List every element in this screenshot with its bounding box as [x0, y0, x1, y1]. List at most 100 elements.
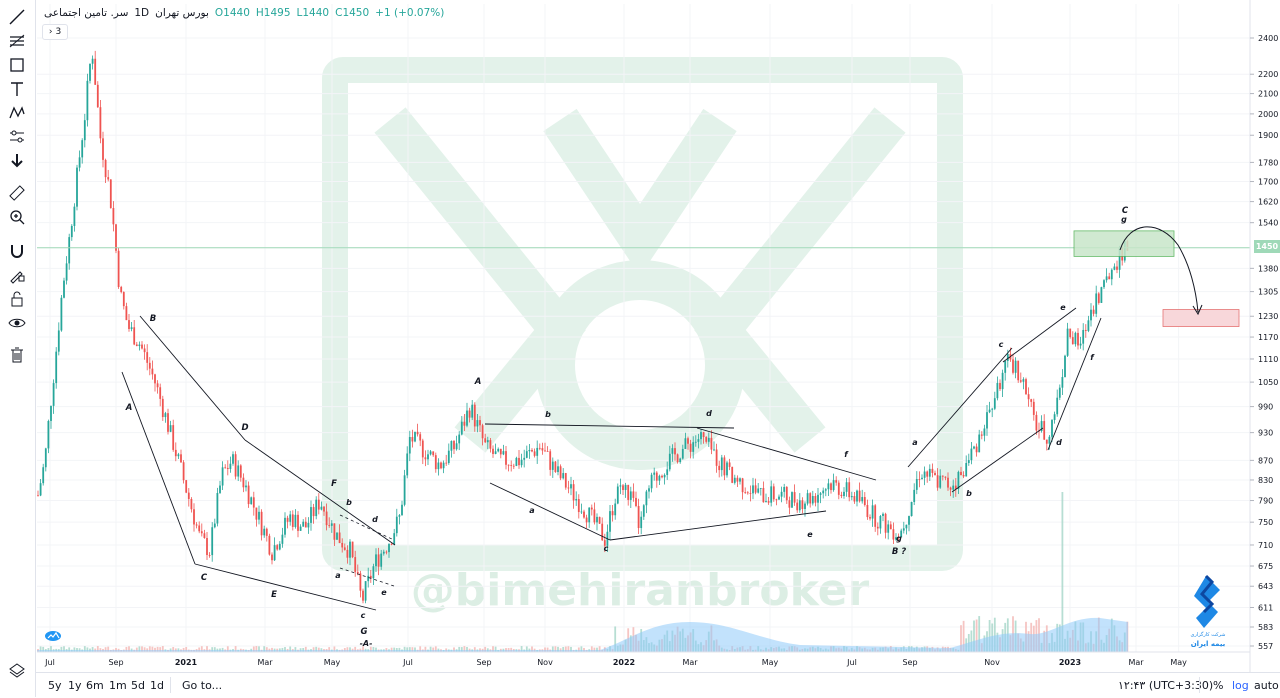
wave-annotation: a [529, 506, 534, 515]
candle-body [991, 408, 994, 410]
candle-body [81, 140, 84, 158]
candle-body [739, 478, 741, 482]
cloud-logo-icon[interactable] [44, 626, 62, 641]
candle-body [879, 516, 882, 529]
candle-body [377, 554, 380, 567]
candle-body [156, 383, 159, 388]
magnet-icon[interactable] [6, 240, 28, 262]
candle-body [785, 486, 788, 501]
price-tick-label: 1050 [1258, 378, 1278, 387]
volume-bar [453, 647, 455, 652]
candle-body [609, 511, 611, 532]
candle-body [234, 454, 237, 477]
volume-bar [406, 647, 409, 652]
projection-arrow-head [1192, 304, 1203, 316]
candle-body [226, 467, 229, 470]
candle-body [109, 179, 112, 209]
pattern-icon[interactable] [6, 102, 28, 124]
candle-body [388, 544, 390, 553]
candle-body [775, 499, 778, 501]
wave-label: B [150, 314, 156, 324]
candle-body [419, 434, 422, 441]
zoom-in-icon[interactable] [6, 206, 28, 228]
candle-body [590, 507, 593, 510]
candle-body [614, 503, 617, 516]
time-tick-label: Nov [537, 658, 553, 667]
candle-body [923, 471, 926, 478]
wave-label: A [474, 377, 482, 387]
wave-label: C [201, 573, 208, 583]
text-icon[interactable] [6, 78, 28, 100]
candle-body [263, 528, 266, 536]
time-tick-label: Mar [682, 658, 698, 667]
time-tick-label: 2022 [613, 658, 635, 667]
candle-body [593, 509, 596, 523]
time-tick-label: 2021 [175, 658, 198, 667]
candle-body [796, 502, 799, 511]
range-6m-button[interactable]: 6m [86, 679, 104, 692]
candle-body [583, 511, 585, 518]
candle-body [908, 516, 910, 525]
price-tick-label: 1380 [1258, 264, 1278, 273]
auto-toggle[interactable]: auto [1254, 679, 1279, 692]
candle-body [921, 477, 923, 480]
range-1y-button[interactable]: 1y [68, 679, 82, 692]
fib-retracement-icon[interactable] [6, 30, 28, 52]
volume-bar [333, 646, 336, 652]
layers-icon[interactable] [6, 660, 28, 682]
candle-body [502, 451, 505, 455]
candle-body [453, 441, 455, 450]
legend-interval[interactable]: 1D [134, 7, 150, 19]
range-5y-button[interactable]: 5y [48, 679, 62, 692]
wave-annotation: a [912, 438, 917, 447]
legend-symbol[interactable]: سر. تامین اجتماعی [44, 7, 129, 19]
eye-icon[interactable] [6, 312, 28, 334]
candle-body [801, 500, 804, 509]
candle-body [1040, 421, 1043, 432]
trash-icon[interactable] [6, 344, 28, 366]
arrow-down-icon[interactable] [6, 150, 28, 172]
candle-body [130, 327, 133, 329]
clock-readout[interactable]: ۱۲:۴۳ (UTC+3:30) [1118, 679, 1214, 692]
wave-annotation: f [1090, 353, 1095, 362]
range-1d-button[interactable]: 1d [150, 679, 164, 692]
goto-button[interactable]: Go to... [182, 679, 223, 692]
price-tick-label: 583 [1258, 623, 1273, 632]
candle-body [276, 545, 279, 550]
candle-body [874, 505, 877, 527]
lock-drawing-icon[interactable] [6, 264, 28, 286]
percent-toggle[interactable]: % [1213, 679, 1224, 692]
range-1m-button[interactable]: 1m [109, 679, 127, 692]
rectangle-icon[interactable] [6, 54, 28, 76]
lock-icon[interactable] [6, 288, 28, 310]
candle-body [895, 537, 897, 540]
trend-line-icon[interactable] [6, 6, 28, 28]
candle-body [528, 449, 531, 452]
candle-body [588, 507, 591, 523]
candle-body [115, 224, 117, 251]
volume-bar [554, 646, 557, 652]
candle-body [135, 344, 138, 347]
volume-bar [1061, 492, 1064, 652]
candle-body [362, 590, 364, 601]
range-5d-button[interactable]: 5d [131, 679, 145, 692]
wave-annotation: d [706, 409, 712, 418]
candle-body [401, 504, 403, 516]
resistance-zone [1073, 230, 1175, 257]
candle-body [247, 485, 250, 505]
candle-body [733, 477, 736, 483]
candle-body [611, 511, 614, 516]
time-axis[interactable]: Jul Sep 2021 Mar May Jul Sep Nov 2022 Mar May Jul Se… [37, 651, 1250, 667]
volume-bar [557, 646, 559, 652]
price-axis[interactable]: 2400 2200 2100 2000 1900 1780 1700 1620 1540 1380… [1249, 0, 1278, 672]
log-toggle[interactable]: log [1232, 679, 1249, 692]
indicators-collapse-button[interactable]: › 3 [42, 24, 68, 40]
ruler-icon[interactable] [6, 182, 28, 204]
wave-annotation: d [372, 515, 378, 524]
prediction-icon[interactable] [6, 126, 28, 148]
price-tick-label: 830 [1258, 476, 1273, 485]
candle-body [299, 526, 302, 531]
trend-line [1002, 307, 1077, 363]
candle-body [479, 420, 481, 426]
